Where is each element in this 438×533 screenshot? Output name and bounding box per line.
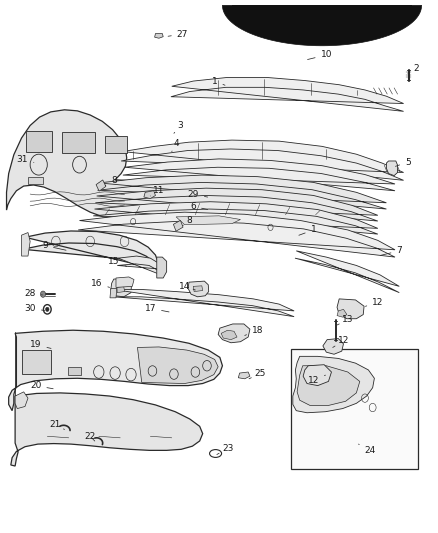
Polygon shape: [337, 309, 347, 317]
Polygon shape: [116, 277, 134, 287]
Polygon shape: [78, 212, 395, 257]
Text: 30: 30: [25, 304, 45, 313]
Text: 6: 6: [191, 202, 208, 211]
Text: 8: 8: [105, 176, 117, 185]
Polygon shape: [21, 232, 30, 256]
Polygon shape: [193, 286, 203, 292]
Polygon shape: [188, 281, 208, 297]
Text: 15: 15: [108, 257, 127, 266]
Polygon shape: [223, 5, 422, 46]
Polygon shape: [173, 220, 183, 231]
Polygon shape: [218, 324, 250, 343]
Polygon shape: [26, 131, 52, 151]
Polygon shape: [238, 372, 250, 379]
Text: 24: 24: [358, 444, 376, 455]
Text: 10: 10: [307, 51, 332, 60]
Polygon shape: [121, 140, 403, 180]
Polygon shape: [295, 251, 399, 293]
Polygon shape: [157, 257, 166, 278]
Polygon shape: [7, 110, 172, 220]
Text: 31: 31: [17, 155, 34, 164]
Polygon shape: [117, 256, 161, 275]
Polygon shape: [138, 347, 218, 384]
Text: 5: 5: [396, 158, 411, 166]
Text: 16: 16: [91, 279, 110, 288]
Text: 27: 27: [168, 29, 188, 38]
Polygon shape: [303, 365, 332, 385]
Polygon shape: [144, 191, 155, 199]
Text: 25: 25: [249, 369, 265, 379]
Polygon shape: [95, 188, 378, 221]
Text: 13: 13: [337, 316, 353, 325]
FancyBboxPatch shape: [291, 349, 418, 469]
Text: 1: 1: [299, 225, 316, 235]
Polygon shape: [155, 34, 163, 38]
Polygon shape: [96, 180, 106, 191]
Text: 7: 7: [381, 246, 402, 255]
Polygon shape: [28, 176, 43, 184]
Text: 4: 4: [172, 139, 179, 151]
Polygon shape: [23, 231, 158, 270]
Text: 21: 21: [49, 420, 64, 430]
Polygon shape: [117, 286, 124, 293]
Polygon shape: [113, 289, 294, 317]
Polygon shape: [105, 136, 127, 152]
Text: 12: 12: [365, 297, 384, 306]
Text: 9: 9: [42, 241, 66, 250]
Text: 28: 28: [25, 289, 42, 298]
Polygon shape: [68, 367, 81, 375]
Text: 18: 18: [245, 326, 263, 335]
Polygon shape: [386, 161, 398, 175]
Text: 2: 2: [408, 63, 419, 73]
Text: 12: 12: [308, 375, 325, 385]
Polygon shape: [111, 279, 131, 297]
Polygon shape: [171, 77, 403, 111]
Text: 8: 8: [183, 216, 192, 226]
Text: 20: 20: [30, 381, 53, 390]
Polygon shape: [293, 357, 374, 413]
Polygon shape: [337, 299, 364, 319]
Text: 3: 3: [174, 121, 183, 133]
Text: 17: 17: [145, 304, 169, 313]
Polygon shape: [98, 175, 386, 209]
Polygon shape: [323, 338, 343, 354]
Text: 22: 22: [85, 432, 96, 441]
Text: 23: 23: [217, 444, 233, 455]
Polygon shape: [11, 393, 203, 466]
Text: 19: 19: [30, 341, 51, 349]
Polygon shape: [176, 216, 240, 225]
Polygon shape: [62, 132, 95, 152]
Text: 12: 12: [333, 336, 349, 348]
Circle shape: [46, 307, 49, 311]
Polygon shape: [22, 350, 51, 374]
Polygon shape: [221, 330, 237, 340]
Text: 29: 29: [187, 190, 208, 199]
Polygon shape: [9, 330, 223, 410]
Text: 14: 14: [179, 282, 195, 291]
Text: 1: 1: [212, 77, 225, 86]
Circle shape: [40, 291, 46, 297]
Text: 11: 11: [150, 186, 165, 196]
Polygon shape: [123, 159, 395, 191]
Polygon shape: [93, 201, 378, 234]
Polygon shape: [15, 392, 28, 409]
Polygon shape: [110, 288, 117, 298]
Polygon shape: [297, 366, 360, 406]
